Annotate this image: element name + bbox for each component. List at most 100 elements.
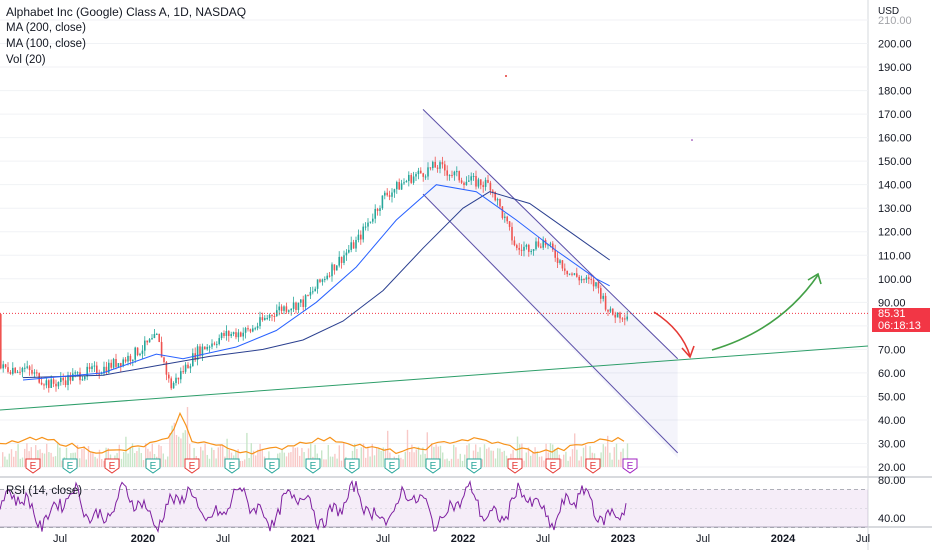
- candle-body: [391, 192, 393, 197]
- candle-body: [115, 358, 117, 367]
- rsi-legend[interactable]: RSI (14, close): [6, 485, 83, 497]
- candle-body: [177, 377, 180, 380]
- candle-body: [484, 179, 487, 187]
- volume-bar: [24, 448, 26, 467]
- volume-bar: [87, 446, 90, 467]
- volume-bar: [142, 460, 145, 467]
- candle-body: [592, 279, 595, 287]
- volume-bar: [618, 459, 620, 467]
- volume-bar: [138, 447, 140, 467]
- candle-body: [297, 302, 300, 310]
- volume-bar: [50, 452, 52, 467]
- ma200-legend[interactable]: MA (200, close): [6, 22, 86, 34]
- candle-body: [184, 364, 187, 372]
- volume-bar: [516, 436, 519, 467]
- symbol-title[interactable]: Alphabet Inc (Google) Class A, 1D, NASDA…: [6, 5, 247, 19]
- candle-body: [196, 346, 199, 360]
- candle-body: [237, 332, 240, 338]
- descending-channel[interactable]: [422, 109, 679, 458]
- volume-bar: [76, 444, 79, 467]
- volume-bar: [554, 448, 556, 467]
- volume-bar: [499, 448, 501, 467]
- volume-bar: [545, 443, 547, 467]
- volume-bar: [19, 458, 21, 467]
- ma100-legend[interactable]: MA (100, close): [6, 38, 86, 50]
- candle-body: [549, 243, 552, 245]
- candle-body: [472, 176, 475, 178]
- volume-bar: [175, 434, 178, 467]
- volume-ma-line: [0, 411, 625, 455]
- volume-bar: [327, 444, 329, 467]
- candle-body: [602, 295, 604, 299]
- candle-body: [264, 318, 266, 321]
- candle-body: [458, 171, 460, 181]
- candle-body: [7, 367, 9, 372]
- rsi-line: [0, 479, 627, 534]
- volume-bar: [384, 448, 387, 467]
- candle-body: [537, 241, 540, 247]
- volume-bar: [457, 458, 459, 467]
- price-axis[interactable]: USD 20.00 30.00 40.00 50.00 60.00 70.00 80.00 90…: [878, 6, 912, 525]
- volume-bar: [169, 433, 171, 467]
- volume-bar: [303, 452, 305, 467]
- candle-body: [619, 312, 621, 319]
- candle-body: [295, 302, 297, 310]
- candle-body: [252, 328, 254, 332]
- volume-legend[interactable]: Vol (20): [6, 54, 46, 66]
- candle-body: [386, 192, 388, 196]
- candle-body: [288, 310, 290, 312]
- volume-bar: [523, 460, 525, 467]
- volume-bar: [483, 444, 486, 467]
- candle-body: [460, 180, 463, 183]
- candle-body: [446, 170, 448, 176]
- volume-bar: [244, 459, 246, 467]
- volume-bar: [131, 443, 134, 467]
- volume-bar: [556, 448, 558, 467]
- candle-body: [204, 346, 206, 350]
- candle-body: [340, 256, 343, 263]
- candle-body: [268, 315, 271, 318]
- x-tick-label: 2023: [611, 533, 635, 545]
- candle-body: [4, 364, 7, 368]
- x-tick-label: 2022: [451, 533, 475, 545]
- candle-body: [583, 279, 585, 281]
- y-tick-label: 50.00: [878, 391, 906, 403]
- y-tick-label: 70.00: [878, 344, 906, 356]
- earnings-marker: [425, 458, 441, 474]
- candle-body: [424, 176, 427, 178]
- volume-bar: [479, 447, 481, 467]
- candle-body: [362, 226, 364, 240]
- candle-body: [139, 353, 141, 356]
- time-axis[interactable]: Jul 2020 Jul 2021 Jul 2022 Jul 2023 Jul 2024 Jul: [53, 533, 870, 545]
- volume-bar: [336, 458, 338, 467]
- volume-bar: [527, 447, 530, 467]
- forecast-arrows[interactable]: [653, 272, 822, 359]
- candle-body: [326, 275, 328, 280]
- trendline: [0, 345, 869, 411]
- candle-body: [14, 367, 16, 373]
- support-trendline[interactable]: [0, 345, 869, 411]
- candle-body: [96, 365, 98, 374]
- earnings-marker-label: E: [229, 461, 236, 472]
- candle-body: [256, 326, 259, 329]
- candle-body: [110, 362, 112, 368]
- candle-body: [388, 195, 391, 197]
- candle-body: [506, 216, 508, 222]
- volume-bar: [541, 456, 543, 467]
- earnings-marker: [25, 458, 41, 474]
- candle-body: [84, 376, 86, 380]
- volume-bar: [2, 452, 4, 467]
- y-tick-label: 190.00: [878, 62, 912, 74]
- candle-body: [100, 373, 103, 375]
- candle-body: [57, 382, 60, 387]
- volume-bar: [409, 451, 411, 467]
- candle-body: [480, 179, 482, 186]
- volume-bar: [426, 432, 428, 467]
- candle-body: [33, 372, 36, 374]
- candle-body: [266, 317, 268, 319]
- candle-body: [568, 273, 571, 275]
- candle-body: [578, 276, 580, 281]
- candle-body: [367, 222, 369, 227]
